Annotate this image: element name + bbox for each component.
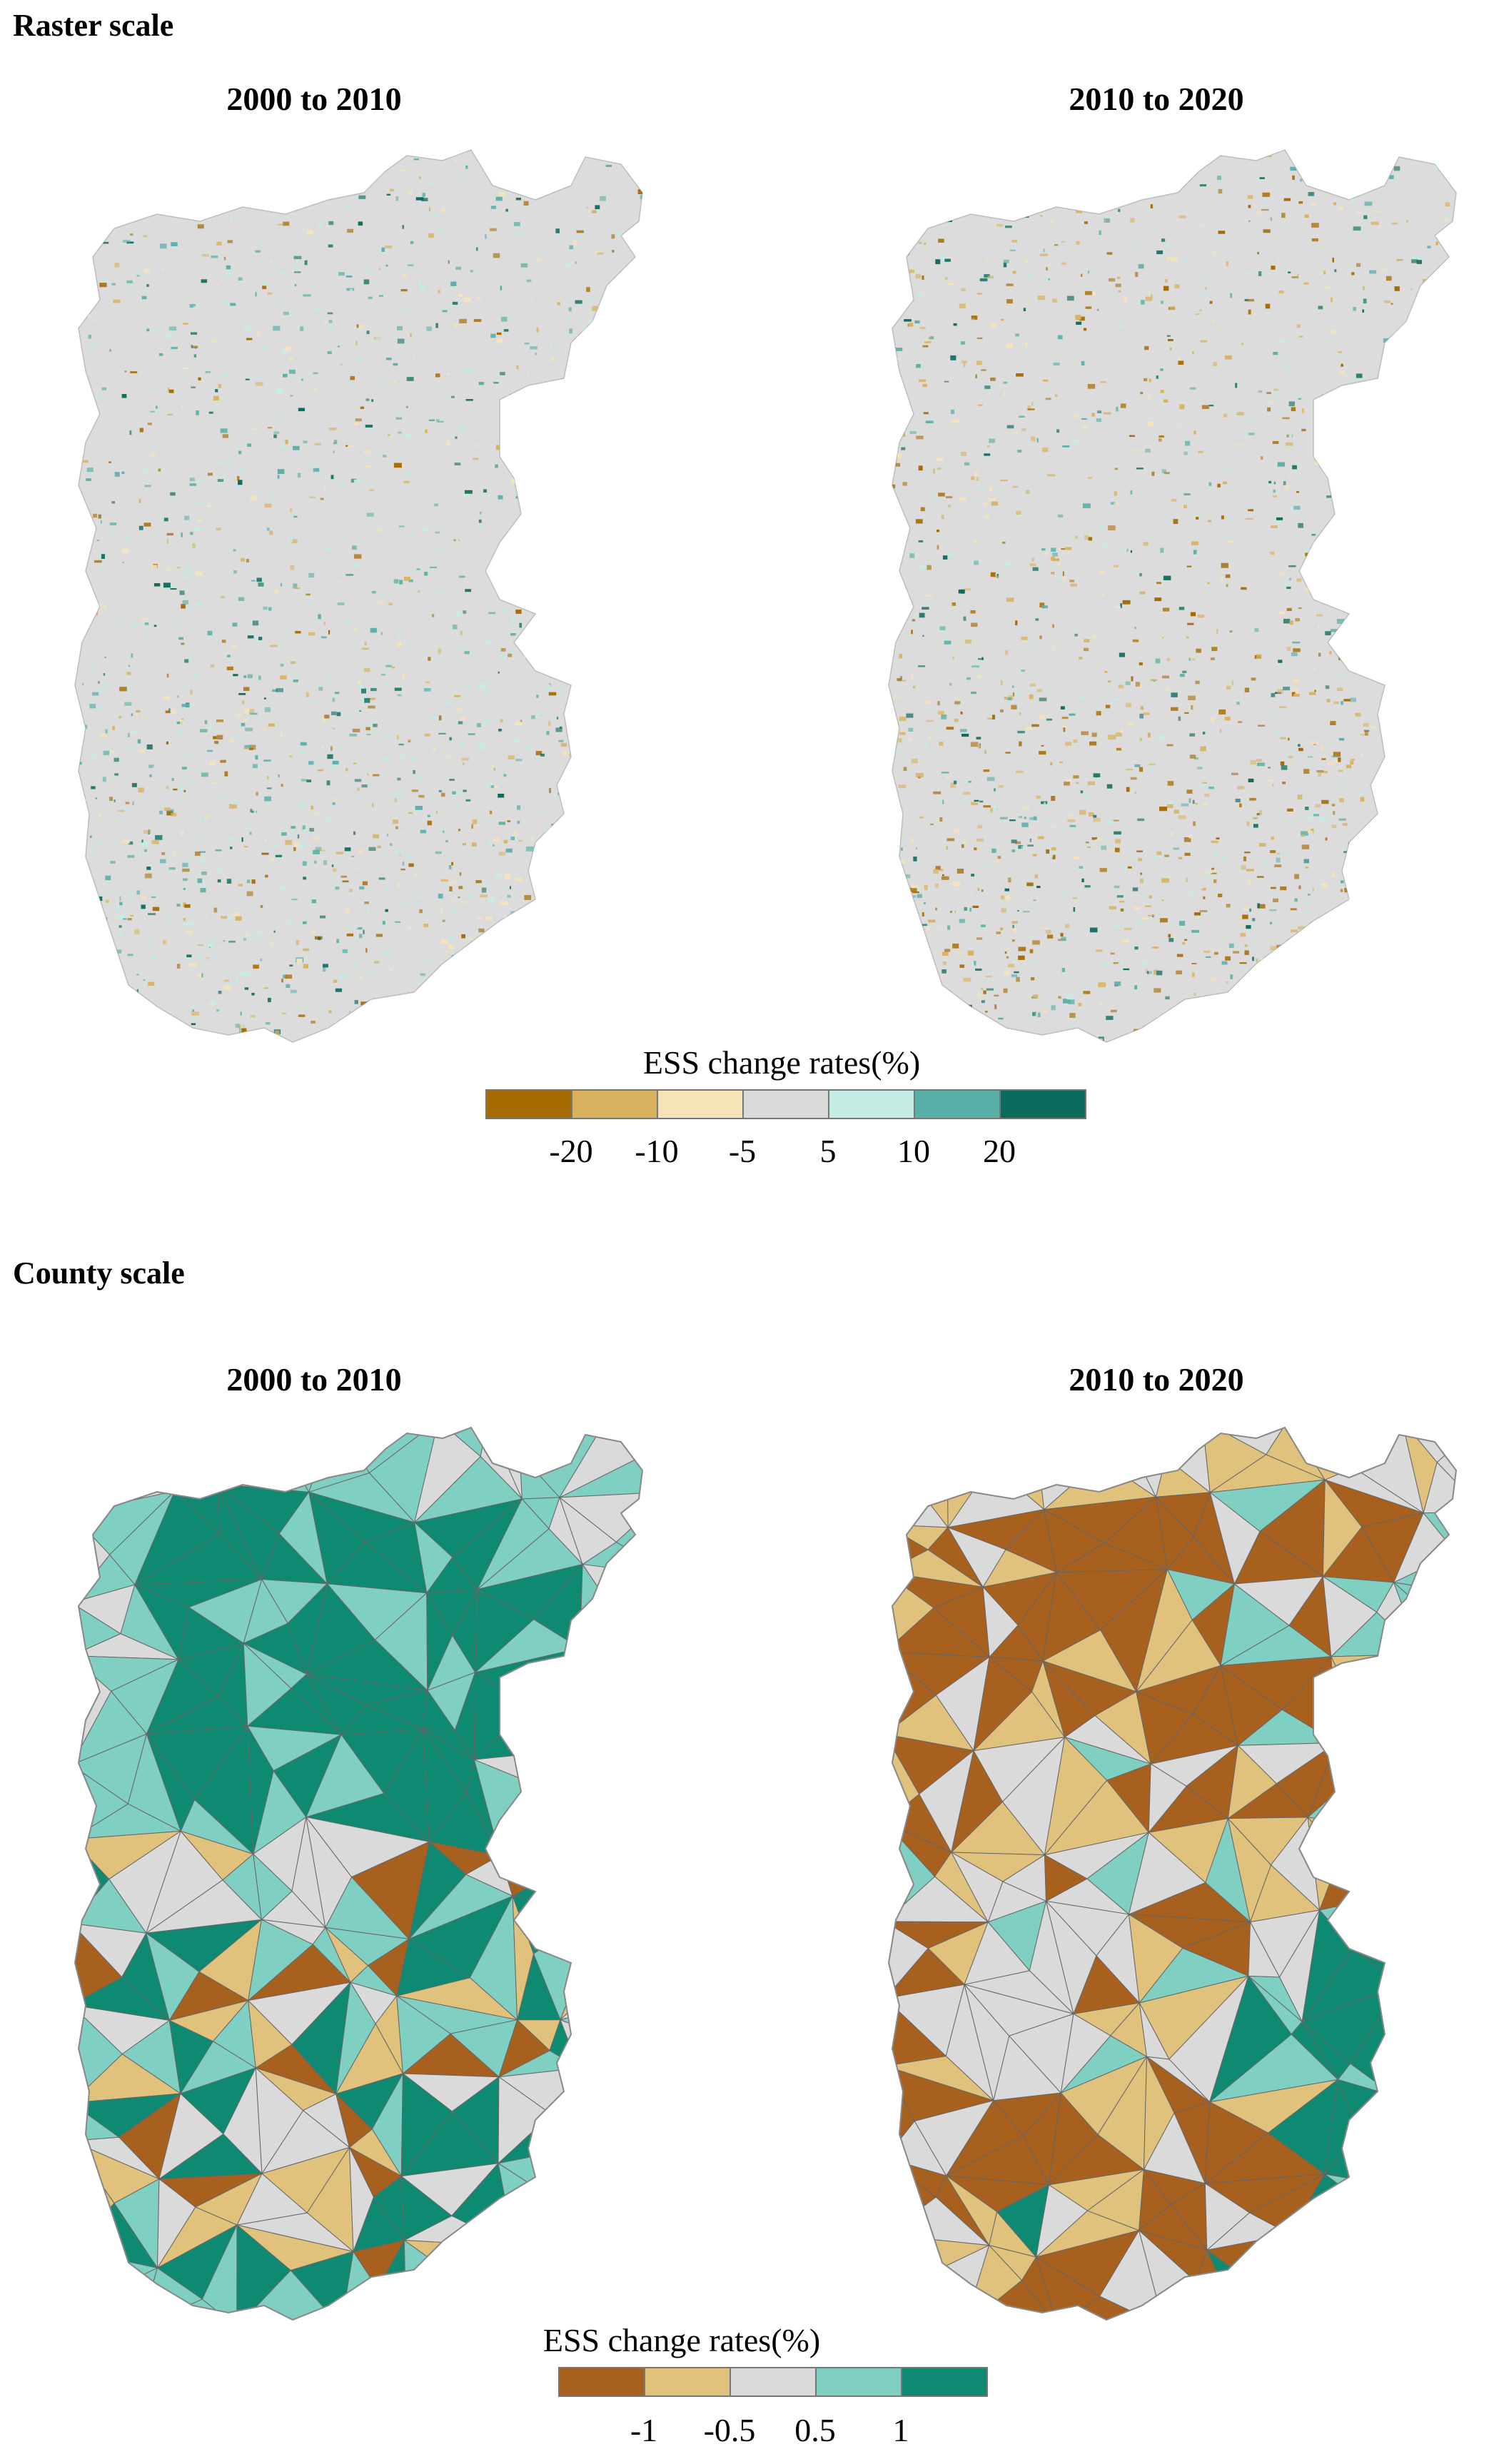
raster-map-title-2000-2010: 2000 to 2010 — [226, 81, 402, 117]
raster-legend-ticks: -20 -10 -5 5 10 20 — [485, 1132, 1085, 1175]
legend-swatch-6 — [1001, 1091, 1085, 1118]
legend-swatch-2 — [731, 2368, 817, 2395]
raster-map-2000-2010 — [74, 149, 643, 1043]
legend-swatch-5 — [915, 1091, 1001, 1118]
legend-swatch-4 — [829, 1091, 915, 1118]
legend-swatch-3 — [744, 1091, 829, 1118]
legend-tick-label: -10 — [635, 1133, 679, 1169]
raster-map-2010-2020 — [888, 149, 1457, 1043]
legend-tick-label: 5 — [819, 1133, 837, 1169]
legend-swatch-4 — [902, 2368, 986, 2395]
legend-swatch-0 — [560, 2368, 645, 2395]
legend-tick-label: -1 — [630, 2412, 658, 2448]
region-outline — [74, 1426, 644, 2321]
raster-legend-colorbar — [485, 1089, 1086, 1119]
county-legend-title: ESS change rates(%) — [542, 2322, 821, 2358]
region-outline — [887, 1426, 1458, 2321]
county-map-2000-2010 — [74, 1426, 644, 2321]
raster-legend-title: ESS change rates(%) — [642, 1044, 921, 1081]
region-outline — [888, 149, 1457, 1043]
legend-tick-label: -0.5 — [703, 2412, 756, 2448]
county-polygons — [75, 1428, 642, 2320]
raster-map-title-2010-2020: 2010 to 2020 — [1069, 81, 1244, 117]
legend-swatch-1 — [645, 2368, 731, 2395]
county-polygons — [889, 1428, 1456, 2320]
county-map-2010-2020 — [887, 1426, 1458, 2321]
legend-swatch-3 — [817, 2368, 902, 2395]
legend-tick-label: 20 — [983, 1133, 1016, 1169]
legend-swatch-0 — [487, 1091, 572, 1118]
legend-swatch-2 — [658, 1091, 744, 1118]
county-legend-colorbar — [558, 2367, 988, 2397]
county-section-heading: County scale — [13, 1256, 185, 1291]
legend-tick-label: 10 — [897, 1133, 930, 1169]
raster-section-heading: Raster scale — [13, 8, 174, 43]
county-map-title-2010-2020: 2010 to 2020 — [1069, 1361, 1244, 1398]
region-outline — [74, 149, 643, 1043]
legend-tick-label: -20 — [549, 1133, 593, 1169]
legend-swatch-1 — [572, 1091, 658, 1118]
county-legend-ticks: -1 -0.5 0.5 1 — [558, 2411, 986, 2454]
legend-tick-label: -5 — [728, 1133, 757, 1169]
county-map-title-2000-2010: 2000 to 2010 — [226, 1361, 402, 1398]
legend-tick-label: 0.5 — [794, 2412, 836, 2448]
legend-tick-label: 1 — [892, 2412, 909, 2448]
